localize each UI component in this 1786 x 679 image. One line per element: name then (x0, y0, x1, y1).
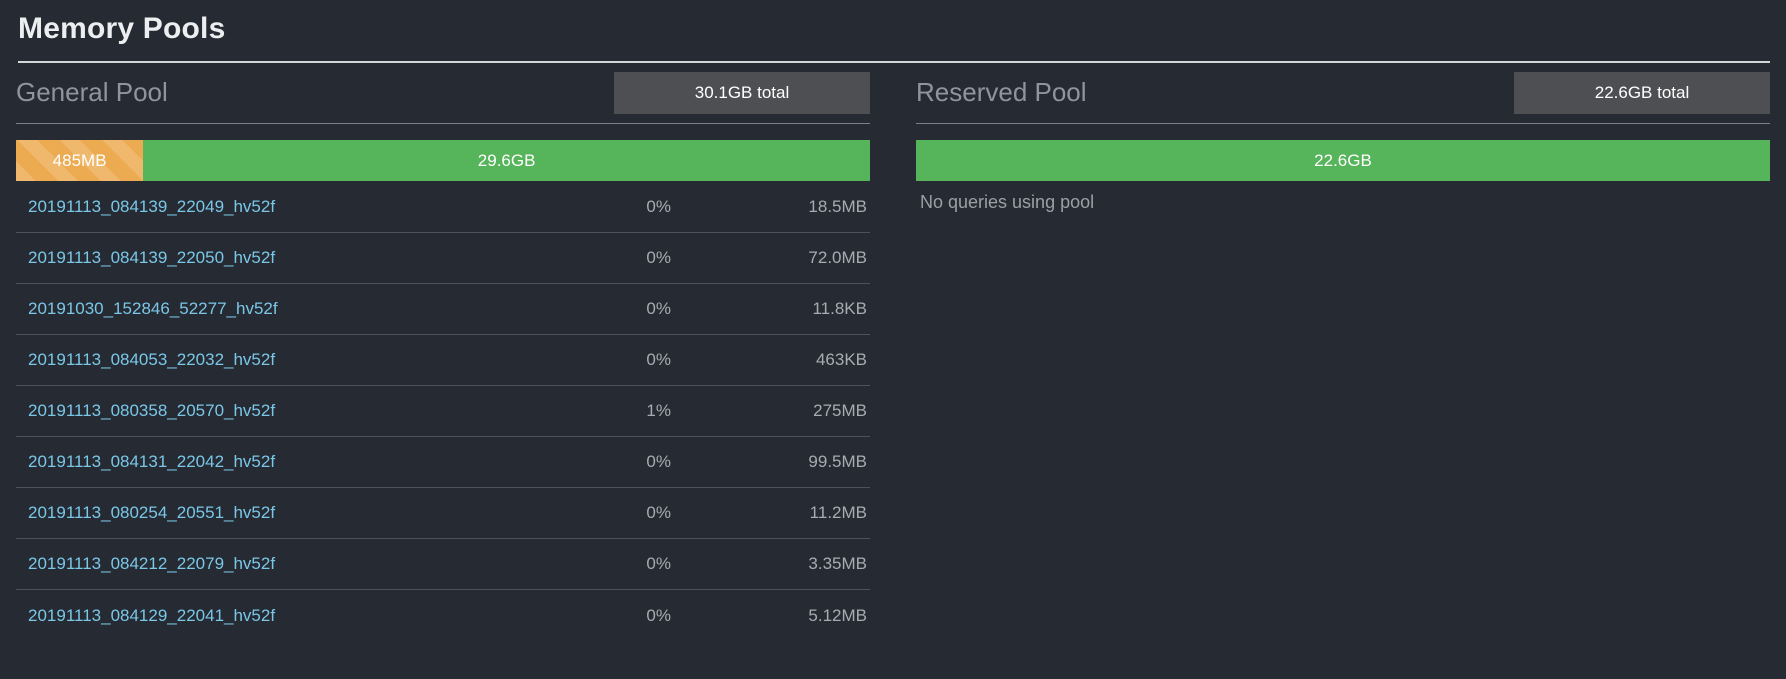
query-memory: 11.8KB (812, 299, 867, 318)
query-name-link[interactable]: 20191113_084129_22041_hv52f (28, 605, 276, 625)
pool-bar-segment-label: 29.6GB (477, 150, 536, 170)
query-percent: 0% (646, 248, 671, 267)
query-percent: 0% (646, 554, 671, 573)
query-memory: 72.0MB (808, 248, 867, 267)
query-name-link[interactable]: 20191113_080358_20570_hv52f (28, 401, 276, 420)
query-percent: 1% (646, 401, 671, 420)
title-divider (18, 61, 1770, 63)
pool-bar-segment: 485MB (16, 140, 144, 181)
query-memory: 3.35MB (808, 554, 867, 573)
pool-panels: General Pool 30.1GB total 485MB 29.6GB 2… (16, 70, 1770, 641)
general-pool-title: General Pool (16, 77, 168, 107)
query-name-link[interactable]: 20191113_084139_22049_hv52f (28, 197, 276, 216)
query-percent: 0% (646, 197, 671, 216)
query-percent: 0% (646, 452, 671, 471)
query-memory: 463KB (815, 350, 867, 369)
query-row: 20191113_084131_22042_hv52f 0% 99.5MB (16, 437, 870, 488)
query-percent: 0% (646, 503, 671, 522)
general-pool-divider (16, 123, 870, 124)
query-row: 20191113_080358_20570_hv52f 1% 275MB (16, 386, 870, 437)
query-memory: 18.5MB (808, 197, 867, 216)
reserved-pool-total-badge: 22.6GB total (1514, 71, 1770, 114)
memory-pools-page: Memory Pools General Pool 30.1GB total 4… (16, 12, 1770, 641)
query-memory: 275MB (813, 401, 867, 420)
query-percent: 0% (646, 605, 671, 625)
query-memory: 99.5MB (808, 452, 867, 471)
query-name-link[interactable]: 20191113_084131_22042_hv52f (28, 452, 276, 471)
page-title: Memory Pools (18, 12, 226, 45)
query-memory: 11.2MB (809, 503, 867, 522)
query-percent: 0% (646, 350, 671, 369)
reserved-pool-header: Reserved Pool 22.6GB total (916, 70, 1770, 115)
reserved-pool-title: Reserved Pool (916, 77, 1087, 107)
general-pool-query-table: 20191113_084139_22049_hv52f 0% 18.5MB 20… (16, 182, 870, 641)
query-row: 20191030_152846_52277_hv52f 0% 11.8KB (16, 284, 870, 335)
query-name-link[interactable]: 20191113_084053_22032_hv52f (28, 350, 276, 369)
query-memory: 5.12MB (808, 605, 867, 625)
query-row: 20191113_084139_22050_hv52f 0% 72.0MB (16, 233, 870, 284)
pool-bar-segment: 22.6GB (916, 140, 1770, 181)
general-pool-total-badge: 30.1GB total (614, 71, 870, 114)
query-name-link[interactable]: 20191113_084139_22050_hv52f (28, 248, 276, 267)
query-row: 20191113_080254_20551_hv52f 0% 11.2MB (16, 488, 870, 539)
query-row: 20191113_084212_22079_hv52f 0% 3.35MB (16, 539, 870, 590)
pool-bar-segment-label: 22.6GB (1314, 150, 1372, 170)
query-name-link[interactable]: 20191113_084212_22079_hv52f (28, 554, 276, 573)
query-name-link[interactable]: 20191113_080254_20551_hv52f (28, 503, 276, 522)
general-pool-usage-bar: 485MB 29.6GB (16, 140, 870, 181)
reserved-pool-usage-bar: 22.6GB (916, 140, 1770, 181)
query-row: 20191113_084139_22049_hv52f 0% 18.5MB (16, 182, 870, 233)
query-row: 20191113_084053_22032_hv52f 0% 463KB (16, 335, 870, 386)
general-pool-header: General Pool 30.1GB total (16, 70, 870, 115)
reserved-pool-divider (916, 123, 1770, 124)
reserved-pool-empty-message: No queries using pool (920, 192, 1095, 212)
query-row: 20191113_084129_22041_hv52f 0% 5.12MB (16, 590, 870, 641)
query-percent: 0% (646, 299, 671, 318)
pool-bar-segment-label: 485MB (52, 150, 107, 170)
pool-bar-segment: 29.6GB (143, 140, 870, 181)
reserved-pool-panel: Reserved Pool 22.6GB total 22.6GB No que… (916, 70, 1770, 641)
query-name-link[interactable]: 20191030_152846_52277_hv52f (28, 299, 278, 318)
general-pool-panel: General Pool 30.1GB total 485MB 29.6GB 2… (16, 70, 870, 641)
